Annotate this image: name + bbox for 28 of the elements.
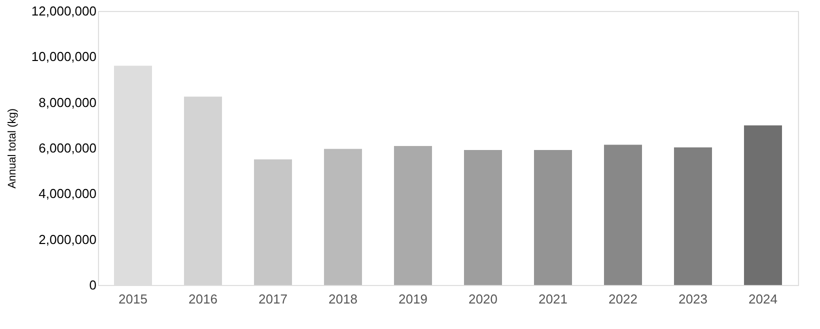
- x-tick-label: 2021: [538, 292, 568, 306]
- x-tick-label: 2020: [468, 292, 498, 306]
- x-tick-label: 2022: [608, 292, 638, 306]
- x-tick-label: 2015: [118, 292, 148, 306]
- x-tick-label: 2017: [258, 292, 288, 306]
- x-tick-label: 2024: [748, 292, 778, 306]
- bar: [464, 150, 502, 285]
- y-tick-label: 10,000,000: [31, 49, 96, 64]
- y-tick-label: 6,000,000: [38, 140, 96, 156]
- bar: [604, 144, 642, 285]
- y-tick-label: 4,000,000: [38, 186, 96, 202]
- bar: [394, 146, 432, 285]
- bar: [534, 150, 572, 285]
- x-tick-label: 2018: [328, 292, 358, 306]
- bar: [114, 66, 152, 285]
- y-tick-label: 12,000,000: [31, 4, 96, 18]
- bar: [324, 148, 362, 285]
- x-tick-label: 2019: [398, 292, 428, 306]
- y-tick-label: 8,000,000: [38, 94, 96, 110]
- bar: [184, 96, 222, 285]
- bar: [254, 159, 292, 285]
- x-tick-label: 2016: [188, 292, 218, 306]
- x-tick-label: 2023: [678, 292, 708, 306]
- y-axis-title: Annual total (kg): [6, 108, 18, 189]
- y-tick-label: 0: [89, 278, 96, 292]
- bar: [674, 147, 712, 285]
- y-tick-label: 2,000,000: [38, 232, 96, 247]
- bar: [744, 125, 782, 285]
